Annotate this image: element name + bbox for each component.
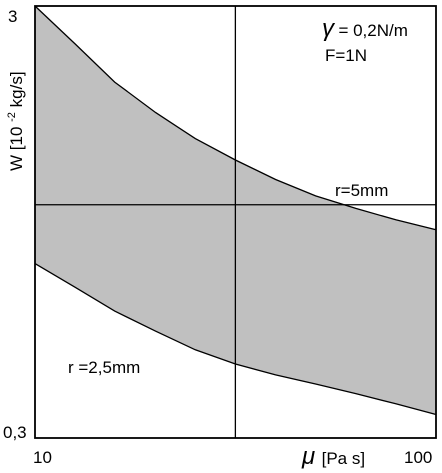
plot-area [34,5,437,439]
series-label-upper: r=5mm [335,181,388,200]
y-tick-label-bottom: 0,3 [3,423,27,442]
x-tick-label-right: 100 [404,448,432,467]
x-axis-symbol: μ [301,443,315,470]
x-tick-label-left: 10 [33,448,52,467]
series-line-upper [34,5,437,231]
y-axis-label-suffix: kg/s] [7,71,26,107]
force-annotation: F=1N [325,46,367,65]
x-axis-unit: [Pa s] [322,449,365,468]
y-axis-label-exponent: -2 [6,112,18,122]
x-axis-label: μ [Pa s] [301,443,365,470]
series-label-lower: r =2,5mm [68,358,140,377]
y-axis-label-prefix: W [10 [7,127,26,171]
plot-frame [34,5,437,439]
y-axis-label: W [10 -2 kg/s] [0,71,26,171]
gamma-value: = 0,2N/m [338,21,407,40]
series-line-lower [34,263,437,416]
y-tick-label-top: 3 [8,7,17,26]
gamma-symbol: γ [322,15,336,42]
gamma-annotation: γ = 0,2N/m [322,15,408,42]
